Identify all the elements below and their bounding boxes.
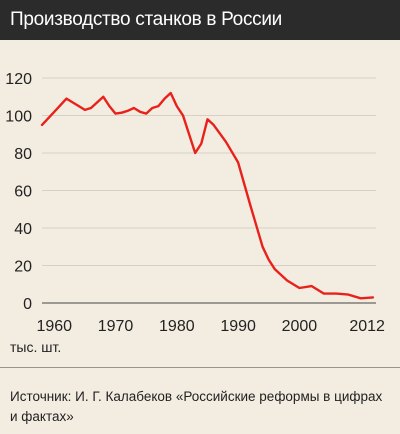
series-line bbox=[40, 91, 375, 300]
x-axis-ticks: 1960 1970 1980 1990 2000 2012 bbox=[36, 318, 385, 335]
x-tick-label: 1990 bbox=[220, 318, 256, 335]
grid-layer bbox=[42, 77, 376, 304]
x-tick-label: 1970 bbox=[98, 318, 134, 335]
y-tick-label: 60 bbox=[14, 184, 32, 201]
title-bar: Производство станков в России bbox=[0, 0, 400, 40]
source-note: Источник: И. Г. Калабеков «Российские ре… bbox=[10, 389, 383, 424]
y-tick-label: 80 bbox=[14, 146, 32, 163]
y-tick-label: 120 bbox=[5, 71, 32, 88]
x-tick-label: 1960 bbox=[36, 318, 72, 335]
x-tick-label: 2012 bbox=[349, 318, 385, 335]
page-title: Производство станков в России bbox=[10, 9, 282, 30]
x-tick-label: 1980 bbox=[159, 318, 195, 335]
y-tick-label: 20 bbox=[14, 259, 32, 276]
source-divider bbox=[0, 367, 400, 368]
series-layer bbox=[40, 91, 375, 300]
x-tick-label: 2000 bbox=[282, 318, 318, 335]
y-unit-label: тыс. шт. bbox=[10, 339, 62, 355]
line-chart: 0 20 40 60 80 100 120 1960 1970 1980 1990 2000 2012 bbox=[5, 71, 385, 335]
y-tick-label: 40 bbox=[14, 221, 32, 238]
y-axis-ticks: 0 20 40 60 80 100 120 bbox=[5, 71, 32, 313]
y-tick-label: 0 bbox=[23, 296, 32, 313]
y-tick-label: 100 bbox=[5, 109, 32, 126]
